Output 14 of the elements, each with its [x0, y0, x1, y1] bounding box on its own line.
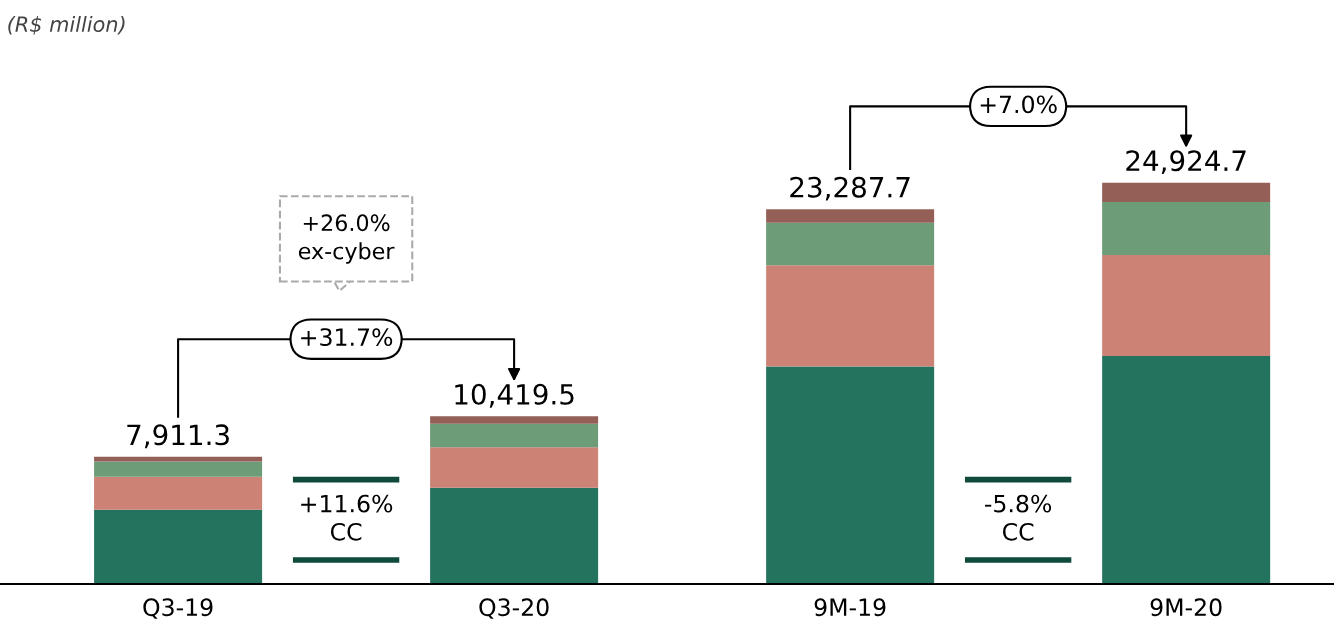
annotation: +26.0% ex-cyber: [298, 214, 395, 264]
chart-subtitle: (R$ million): [8, 15, 125, 35]
annotation: +11.6% CC: [301, 494, 393, 541]
x-tick-label: 9M-20: [1150, 598, 1222, 617]
x-tick-label: Q3-19: [143, 598, 213, 619]
annotation: 10,419.5: [455, 383, 574, 408]
annotation: +31.7%: [301, 328, 393, 347]
annotation: 23,287.7: [790, 176, 910, 201]
x-tick-label: Q3-20: [479, 598, 549, 619]
annotation: 7,911.3: [127, 424, 229, 449]
x-tick-label: 9M-19: [814, 598, 886, 617]
annotation: 24,924.7: [1126, 150, 1246, 175]
text: +7.0%: [980, 95, 1057, 114]
annotation: -5.8% CC: [985, 494, 1052, 541]
